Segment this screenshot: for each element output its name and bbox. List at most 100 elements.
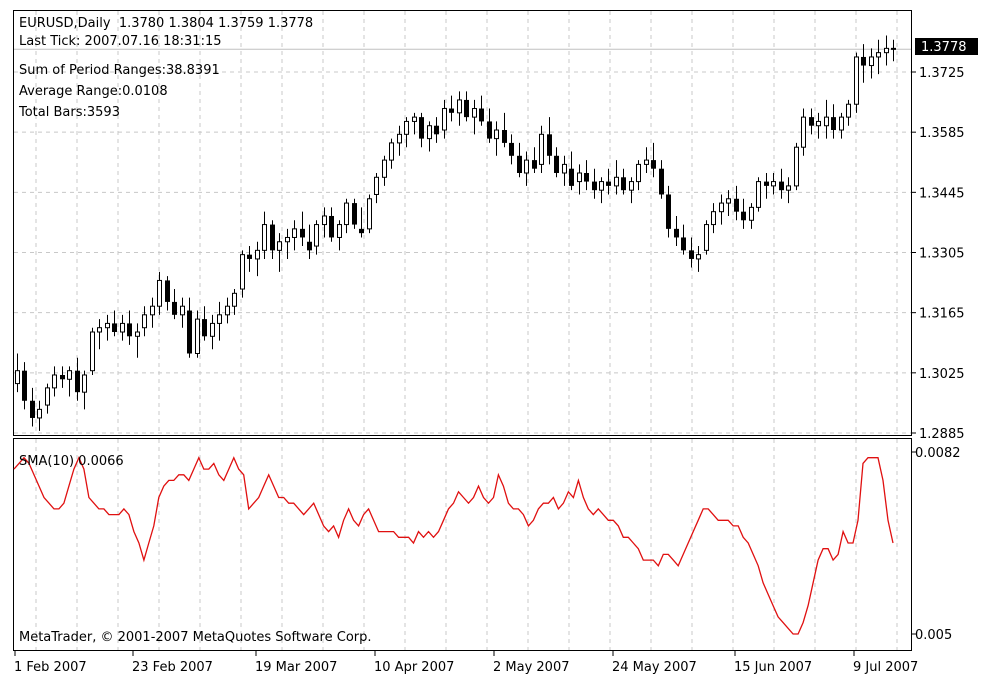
candle-body-bear	[592, 181, 597, 191]
candle-body-bull	[277, 241, 282, 251]
time-axis: 1 Feb 2007 23 Feb 2007 19 Mar 2007 10 Apr 2…	[14, 651, 918, 675]
candle-body-bull	[846, 103, 851, 118]
candle-body-bear	[300, 228, 305, 238]
candle-body-bull	[389, 142, 394, 161]
candle-body-bull	[854, 56, 859, 105]
candle-body-bull	[82, 374, 87, 393]
candle-body-bull	[262, 224, 267, 251]
candle-body-bear	[247, 254, 252, 259]
candle-body-bull	[442, 108, 447, 131]
candle-body-bull	[240, 254, 245, 290]
candle-body-bull	[629, 181, 634, 191]
candle-body-bear	[270, 224, 275, 251]
candle-body-bull	[150, 305, 155, 316]
candle-body-bull	[801, 116, 806, 148]
indicator-line-group	[13, 456, 894, 635]
candle-body-bear	[532, 160, 537, 169]
indicator-grid	[35, 439, 898, 650]
sma-line	[13, 456, 894, 635]
candle-body-bear	[165, 280, 170, 302]
current-price-badge	[915, 38, 978, 55]
candle-body-bull	[869, 56, 874, 67]
candle-body-bear	[434, 125, 439, 135]
candle-body-bear	[681, 237, 686, 251]
candle-body-bull	[711, 211, 716, 226]
price-tick-label: 1.3165	[919, 307, 965, 322]
candle-body-bear	[30, 400, 35, 418]
candle-body-bear	[202, 319, 207, 337]
candle-body-bear	[569, 168, 574, 186]
candle-body-bull	[37, 408, 42, 419]
candle-body-bull	[374, 176, 379, 195]
price-tick-label: 1.3725	[919, 66, 965, 81]
indicator-label: SMA(10) 0.0066	[19, 454, 124, 469]
candle-body-bull	[794, 146, 799, 187]
candle-body-bear	[689, 250, 694, 259]
candle-body-bull	[217, 314, 222, 324]
candle-body-bull	[322, 215, 327, 226]
candle-body-bull	[824, 116, 829, 127]
candle-body-bull	[314, 224, 319, 247]
candle-body-bear	[741, 211, 746, 221]
candle-body-bull	[524, 159, 529, 174]
candle-body-bull	[97, 327, 102, 333]
candle-body-bear	[861, 56, 866, 66]
candle-body-bull	[157, 279, 162, 307]
candle-body-bull	[577, 172, 582, 183]
info-total-bars: Total Bars:3593	[18, 105, 120, 120]
candle-body-bull	[719, 202, 724, 213]
candle-body-bear	[419, 117, 424, 139]
candle-body-bull	[562, 163, 567, 174]
candle-body-bull	[344, 202, 349, 226]
candle-body-bull	[696, 254, 701, 260]
candle-body-bull	[90, 331, 95, 372]
price-tick-label: 1.3025	[919, 367, 965, 382]
candles	[15, 35, 896, 431]
candle-body-bear	[359, 228, 364, 234]
indicator-axis: 0.0082 0.005	[911, 446, 961, 643]
price-tick-label: 1.2885	[919, 427, 965, 442]
price-pane[interactable]	[13, 10, 912, 436]
candle-body-bull	[195, 318, 200, 354]
candle-body-bull	[786, 185, 791, 191]
candle-body-bull	[210, 322, 215, 337]
candle-body-bull	[397, 133, 402, 144]
candle-body-bull	[494, 129, 499, 140]
candle-body-bull	[539, 133, 544, 165]
candle-body-bull	[457, 99, 462, 114]
candle-body-bear	[502, 130, 507, 143]
info-average-range: Average Range:0.0108	[19, 84, 168, 99]
candle-body-bear	[75, 370, 80, 393]
candle-body-bull	[726, 198, 731, 204]
candle-body-bear	[449, 108, 454, 113]
candle-body-bear	[547, 134, 552, 156]
candle-body-bear	[112, 323, 117, 333]
candle-body-bull	[884, 47, 889, 54]
candle-body-bull	[412, 116, 417, 122]
candle-body-bear	[674, 228, 679, 238]
price-axis: 1.3725 1.3585 1.3445 1.3305 1.3165 1.3025 1.28…	[911, 66, 965, 442]
candle-body-bull	[337, 224, 342, 238]
candle-body-bear	[352, 203, 357, 225]
candle-body-bear	[479, 108, 484, 122]
candle-body-bull	[404, 120, 409, 135]
candle-body-bull	[636, 163, 641, 183]
candle-body-bear	[517, 155, 522, 173]
candle-body-bear	[187, 310, 192, 354]
time-tick-label: 2 May 2007	[493, 660, 570, 675]
chart-header: EURUSD,Daily 1.3780 1.3804 1.3759 1.3778	[19, 16, 313, 31]
candle-body-bull	[614, 176, 619, 187]
candle-body-bull	[367, 198, 372, 230]
candle-body-bear	[22, 370, 27, 401]
candle-body-bull	[891, 47, 896, 50]
time-tick-label: 9 Jul 2007	[853, 660, 918, 675]
candle-body-bear	[779, 181, 784, 191]
candle-body-bull	[67, 370, 72, 380]
indicator-pane[interactable]	[13, 438, 912, 651]
candle-body-bear	[554, 155, 559, 173]
candle-body-bull	[472, 108, 477, 118]
time-tick-label: 24 May 2007	[612, 660, 697, 675]
candle-body-bear	[307, 241, 312, 251]
candle-body-bear	[621, 177, 626, 191]
